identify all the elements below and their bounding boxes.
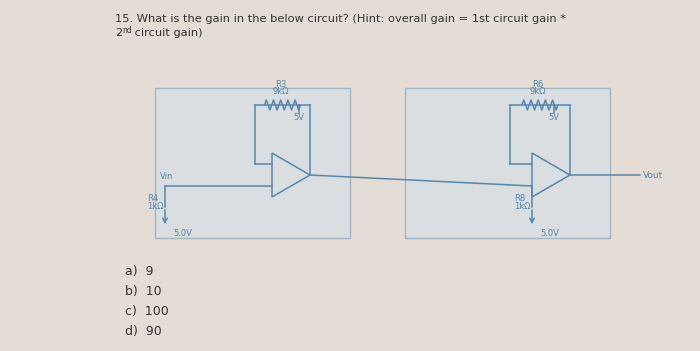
Text: 5.0V: 5.0V <box>173 229 192 238</box>
Text: 9kΩ: 9kΩ <box>272 87 288 96</box>
Text: 1kΩ: 1kΩ <box>147 202 164 211</box>
Text: 5V: 5V <box>549 113 559 122</box>
Text: 1kΩ: 1kΩ <box>514 202 531 211</box>
Text: nd: nd <box>122 26 132 35</box>
Text: R6: R6 <box>533 80 544 89</box>
Text: 15. What is the gain in the below circuit? (Hint: overall gain = 1st circuit gai: 15. What is the gain in the below circui… <box>115 14 566 24</box>
Text: Vin: Vin <box>160 172 174 181</box>
Text: R4: R4 <box>147 194 158 203</box>
Text: R3: R3 <box>275 80 286 89</box>
Text: 5V: 5V <box>293 113 304 122</box>
Text: 2: 2 <box>115 28 122 38</box>
Text: R8: R8 <box>514 194 525 203</box>
Text: Vout: Vout <box>643 171 664 179</box>
Text: c)  100: c) 100 <box>125 305 169 318</box>
Text: b)  10: b) 10 <box>125 285 162 298</box>
Bar <box>405 88 610 238</box>
Text: a)  9: a) 9 <box>125 265 153 278</box>
Text: circuit gain): circuit gain) <box>131 28 202 38</box>
Text: d)  90: d) 90 <box>125 325 162 338</box>
Text: 5.0V: 5.0V <box>540 229 559 238</box>
Text: 9kΩ: 9kΩ <box>530 87 546 96</box>
Bar <box>155 88 350 238</box>
